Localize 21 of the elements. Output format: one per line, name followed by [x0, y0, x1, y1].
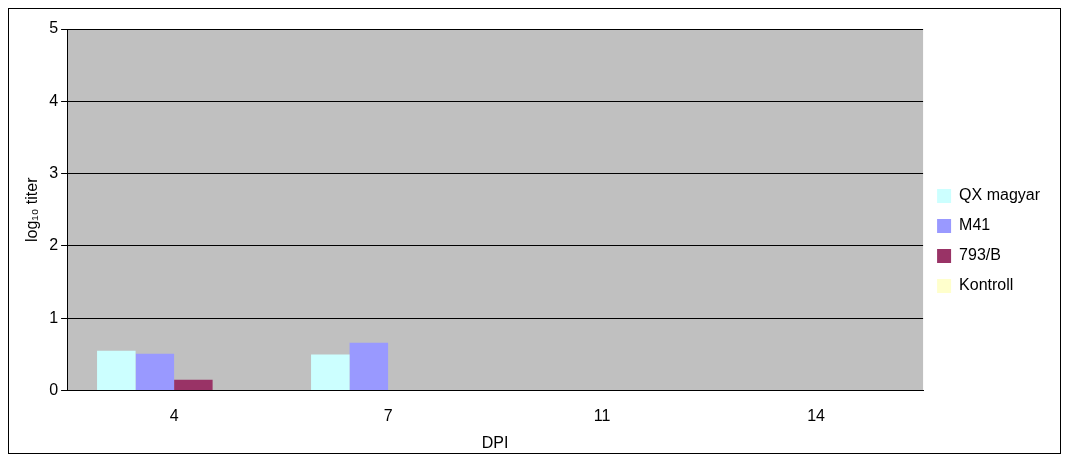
y-tick-label: 1 — [49, 308, 59, 326]
y-tick-label: 2 — [49, 236, 59, 254]
bar — [311, 354, 350, 391]
x-tick-label: 11 — [593, 406, 611, 424]
x-axis-title: DPI — [481, 433, 509, 451]
y-axis-title: log₁₀ titer — [23, 176, 41, 243]
bar — [135, 353, 175, 391]
y-tick-label: 3 — [49, 164, 59, 182]
x-tick-label: 4 — [169, 406, 179, 424]
bar — [97, 350, 136, 391]
legend-label: Kontroll — [959, 276, 1014, 294]
bar — [174, 379, 213, 391]
legend-label: QX magyar — [959, 186, 1041, 204]
x-tick-label: 7 — [383, 406, 393, 424]
legend-label: 793/B — [959, 246, 1001, 264]
legend-label: M41 — [959, 216, 991, 234]
x-tick-label: 14 — [807, 406, 826, 424]
y-tick-label: 0 — [49, 381, 59, 399]
y-tick-label: 4 — [49, 91, 59, 109]
y-tick-label: 5 — [49, 19, 59, 37]
bar — [349, 342, 389, 391]
